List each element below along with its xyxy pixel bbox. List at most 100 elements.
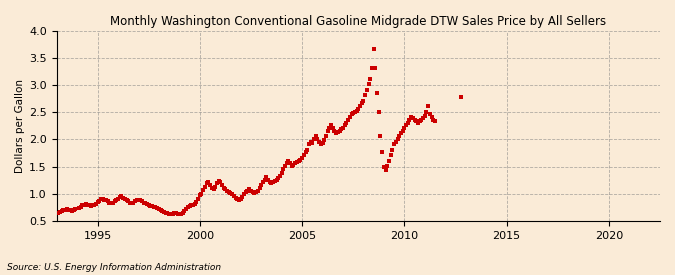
Point [455, 95, 466, 99]
Point [96, 197, 107, 202]
Point [189, 201, 200, 206]
Point [60, 207, 71, 212]
Point [94, 199, 105, 203]
Point [172, 212, 183, 216]
Point [385, 153, 396, 157]
Point [252, 188, 263, 193]
Point [392, 137, 403, 141]
Point [254, 186, 265, 190]
Point [240, 190, 251, 194]
Point [288, 163, 299, 167]
Point [58, 208, 69, 212]
Point [338, 126, 348, 130]
Point [155, 208, 166, 212]
Point [205, 183, 215, 187]
Point [164, 212, 175, 216]
Point [140, 201, 151, 205]
Point [321, 134, 331, 138]
Point [242, 188, 253, 193]
Point [136, 199, 147, 204]
Point [247, 190, 258, 194]
Y-axis label: Dollars per Gallon: Dollars per Gallon [15, 79, 25, 173]
Point [223, 190, 234, 194]
Point [213, 179, 224, 183]
Point [208, 187, 219, 191]
Point [317, 141, 328, 145]
Point [162, 211, 173, 216]
Point [65, 208, 76, 212]
Point [375, 134, 386, 138]
Point [305, 139, 316, 144]
Point [217, 183, 227, 187]
Point [211, 181, 222, 186]
Point [194, 193, 205, 198]
Point [111, 198, 122, 203]
Point [266, 181, 277, 186]
Point [293, 158, 304, 163]
Point [419, 114, 430, 118]
Point [138, 200, 149, 205]
Point [348, 111, 358, 115]
Point [363, 82, 374, 87]
Point [263, 177, 273, 182]
Point [159, 210, 169, 214]
Point [53, 211, 63, 215]
Point [360, 93, 371, 98]
Point [218, 186, 229, 190]
Point [179, 209, 190, 213]
Point [117, 196, 128, 200]
Point [78, 202, 89, 207]
Point [229, 194, 240, 198]
Point [106, 201, 117, 205]
Point [354, 104, 365, 108]
Point [261, 175, 271, 179]
Point [133, 198, 144, 202]
Point [269, 179, 280, 183]
Point [406, 115, 416, 119]
Point [411, 119, 422, 124]
Point [367, 66, 377, 70]
Point [421, 109, 432, 114]
Point [135, 198, 146, 203]
Point [114, 195, 125, 199]
Point [292, 160, 302, 164]
Point [358, 98, 369, 103]
Point [279, 164, 290, 168]
Point [326, 123, 337, 127]
Point [249, 191, 260, 196]
Point [176, 212, 186, 216]
Point [107, 200, 118, 205]
Point [145, 204, 156, 208]
Point [257, 180, 268, 185]
Point [394, 134, 404, 138]
Point [425, 112, 435, 117]
Point [334, 128, 345, 133]
Point [423, 104, 433, 108]
Point [373, 109, 384, 114]
Point [227, 192, 238, 197]
Point [346, 112, 357, 117]
Point [67, 208, 78, 213]
Point [236, 197, 246, 201]
Point [273, 176, 284, 180]
Point [341, 120, 352, 125]
Point [298, 153, 309, 157]
Point [157, 209, 168, 213]
Point [302, 147, 313, 152]
Point [132, 198, 142, 203]
Point [68, 208, 79, 212]
Point [416, 118, 427, 122]
Point [408, 116, 418, 120]
Point [297, 156, 308, 160]
Point [246, 188, 256, 193]
Point [86, 204, 97, 208]
Point [201, 181, 212, 186]
Text: Source: U.S. Energy Information Administration: Source: U.S. Energy Information Administ… [7, 263, 221, 272]
Point [333, 130, 344, 134]
Point [99, 198, 110, 202]
Point [275, 174, 286, 178]
Point [276, 170, 287, 175]
Point [56, 208, 67, 213]
Point [308, 137, 319, 141]
Point [331, 131, 342, 136]
